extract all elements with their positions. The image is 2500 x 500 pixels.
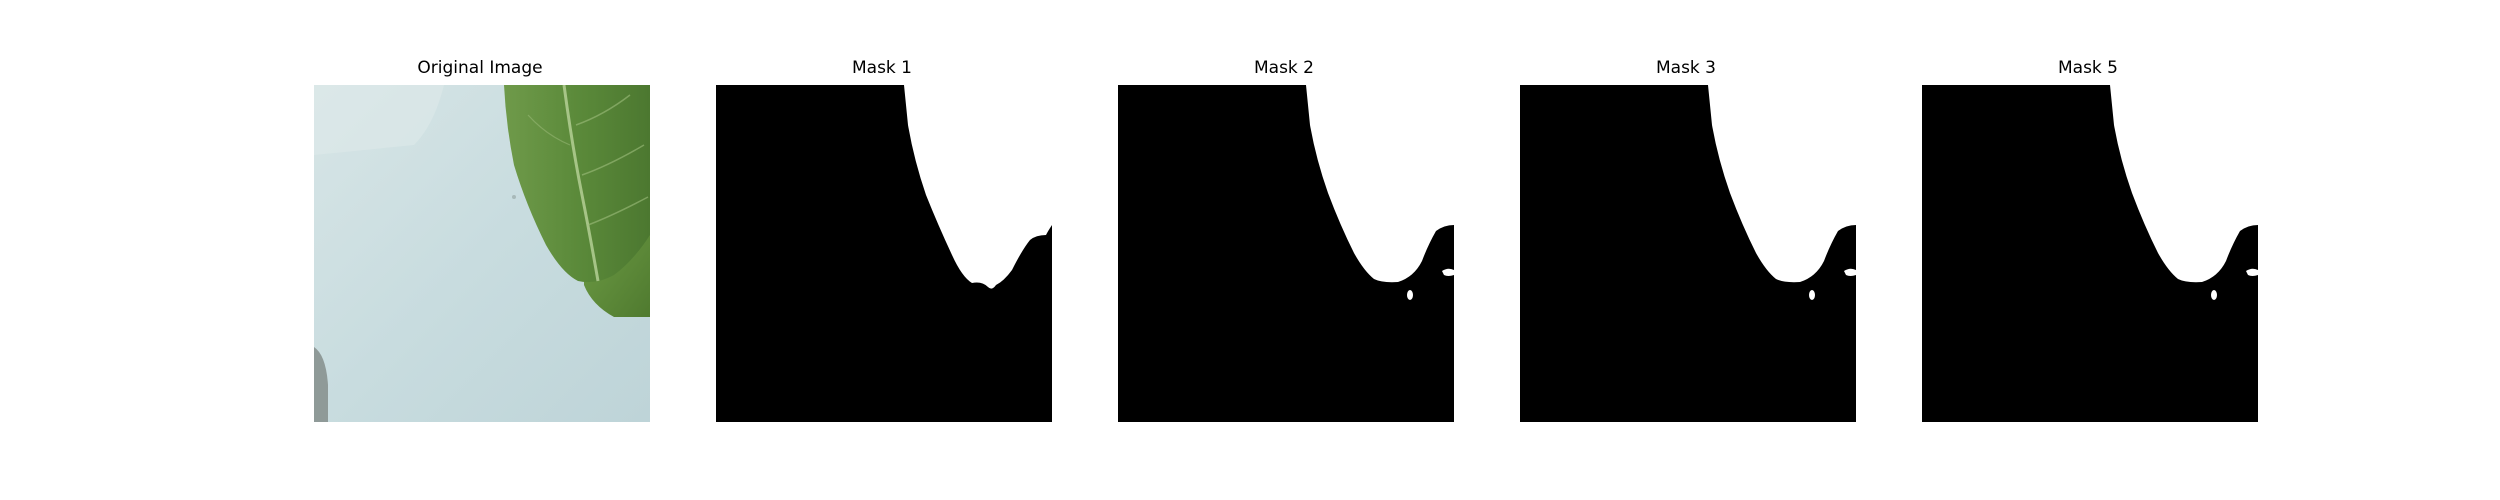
panel-mask-2: Mask 2 [1114, 0, 1454, 430]
panel-mask-5: Mask 5 [1918, 0, 2258, 430]
panel-mask-1: Mask 1 [712, 0, 1052, 430]
mask-2-image [1118, 85, 1454, 422]
original-image-photo [314, 85, 650, 422]
panel-title: Original Image [417, 58, 543, 78]
mask-image [716, 85, 1052, 422]
mask-5-image [1922, 85, 2258, 422]
mask-image [1118, 85, 1454, 422]
mask-1-image [716, 85, 1052, 422]
panel-title: Mask 1 [851, 58, 912, 78]
panel-title: Mask 5 [2057, 58, 2118, 78]
mask-image [1922, 85, 2258, 422]
original-image [314, 85, 650, 422]
mask-3-image [1520, 85, 1856, 422]
panel-title: Mask 2 [1253, 58, 1314, 78]
panel-mask-3: Mask 3 [1516, 0, 1856, 430]
panel-original-image: Original Image [310, 0, 650, 430]
panel-title: Mask 3 [1655, 58, 1716, 78]
mask-image [1520, 85, 1856, 422]
